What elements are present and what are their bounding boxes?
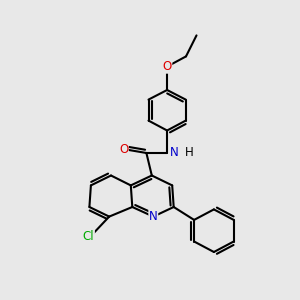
Text: O: O	[119, 142, 128, 156]
Text: Cl: Cl	[83, 230, 94, 244]
Text: N: N	[149, 210, 158, 223]
Text: O: O	[163, 60, 172, 73]
Text: N: N	[170, 146, 179, 160]
Text: H: H	[185, 146, 194, 160]
